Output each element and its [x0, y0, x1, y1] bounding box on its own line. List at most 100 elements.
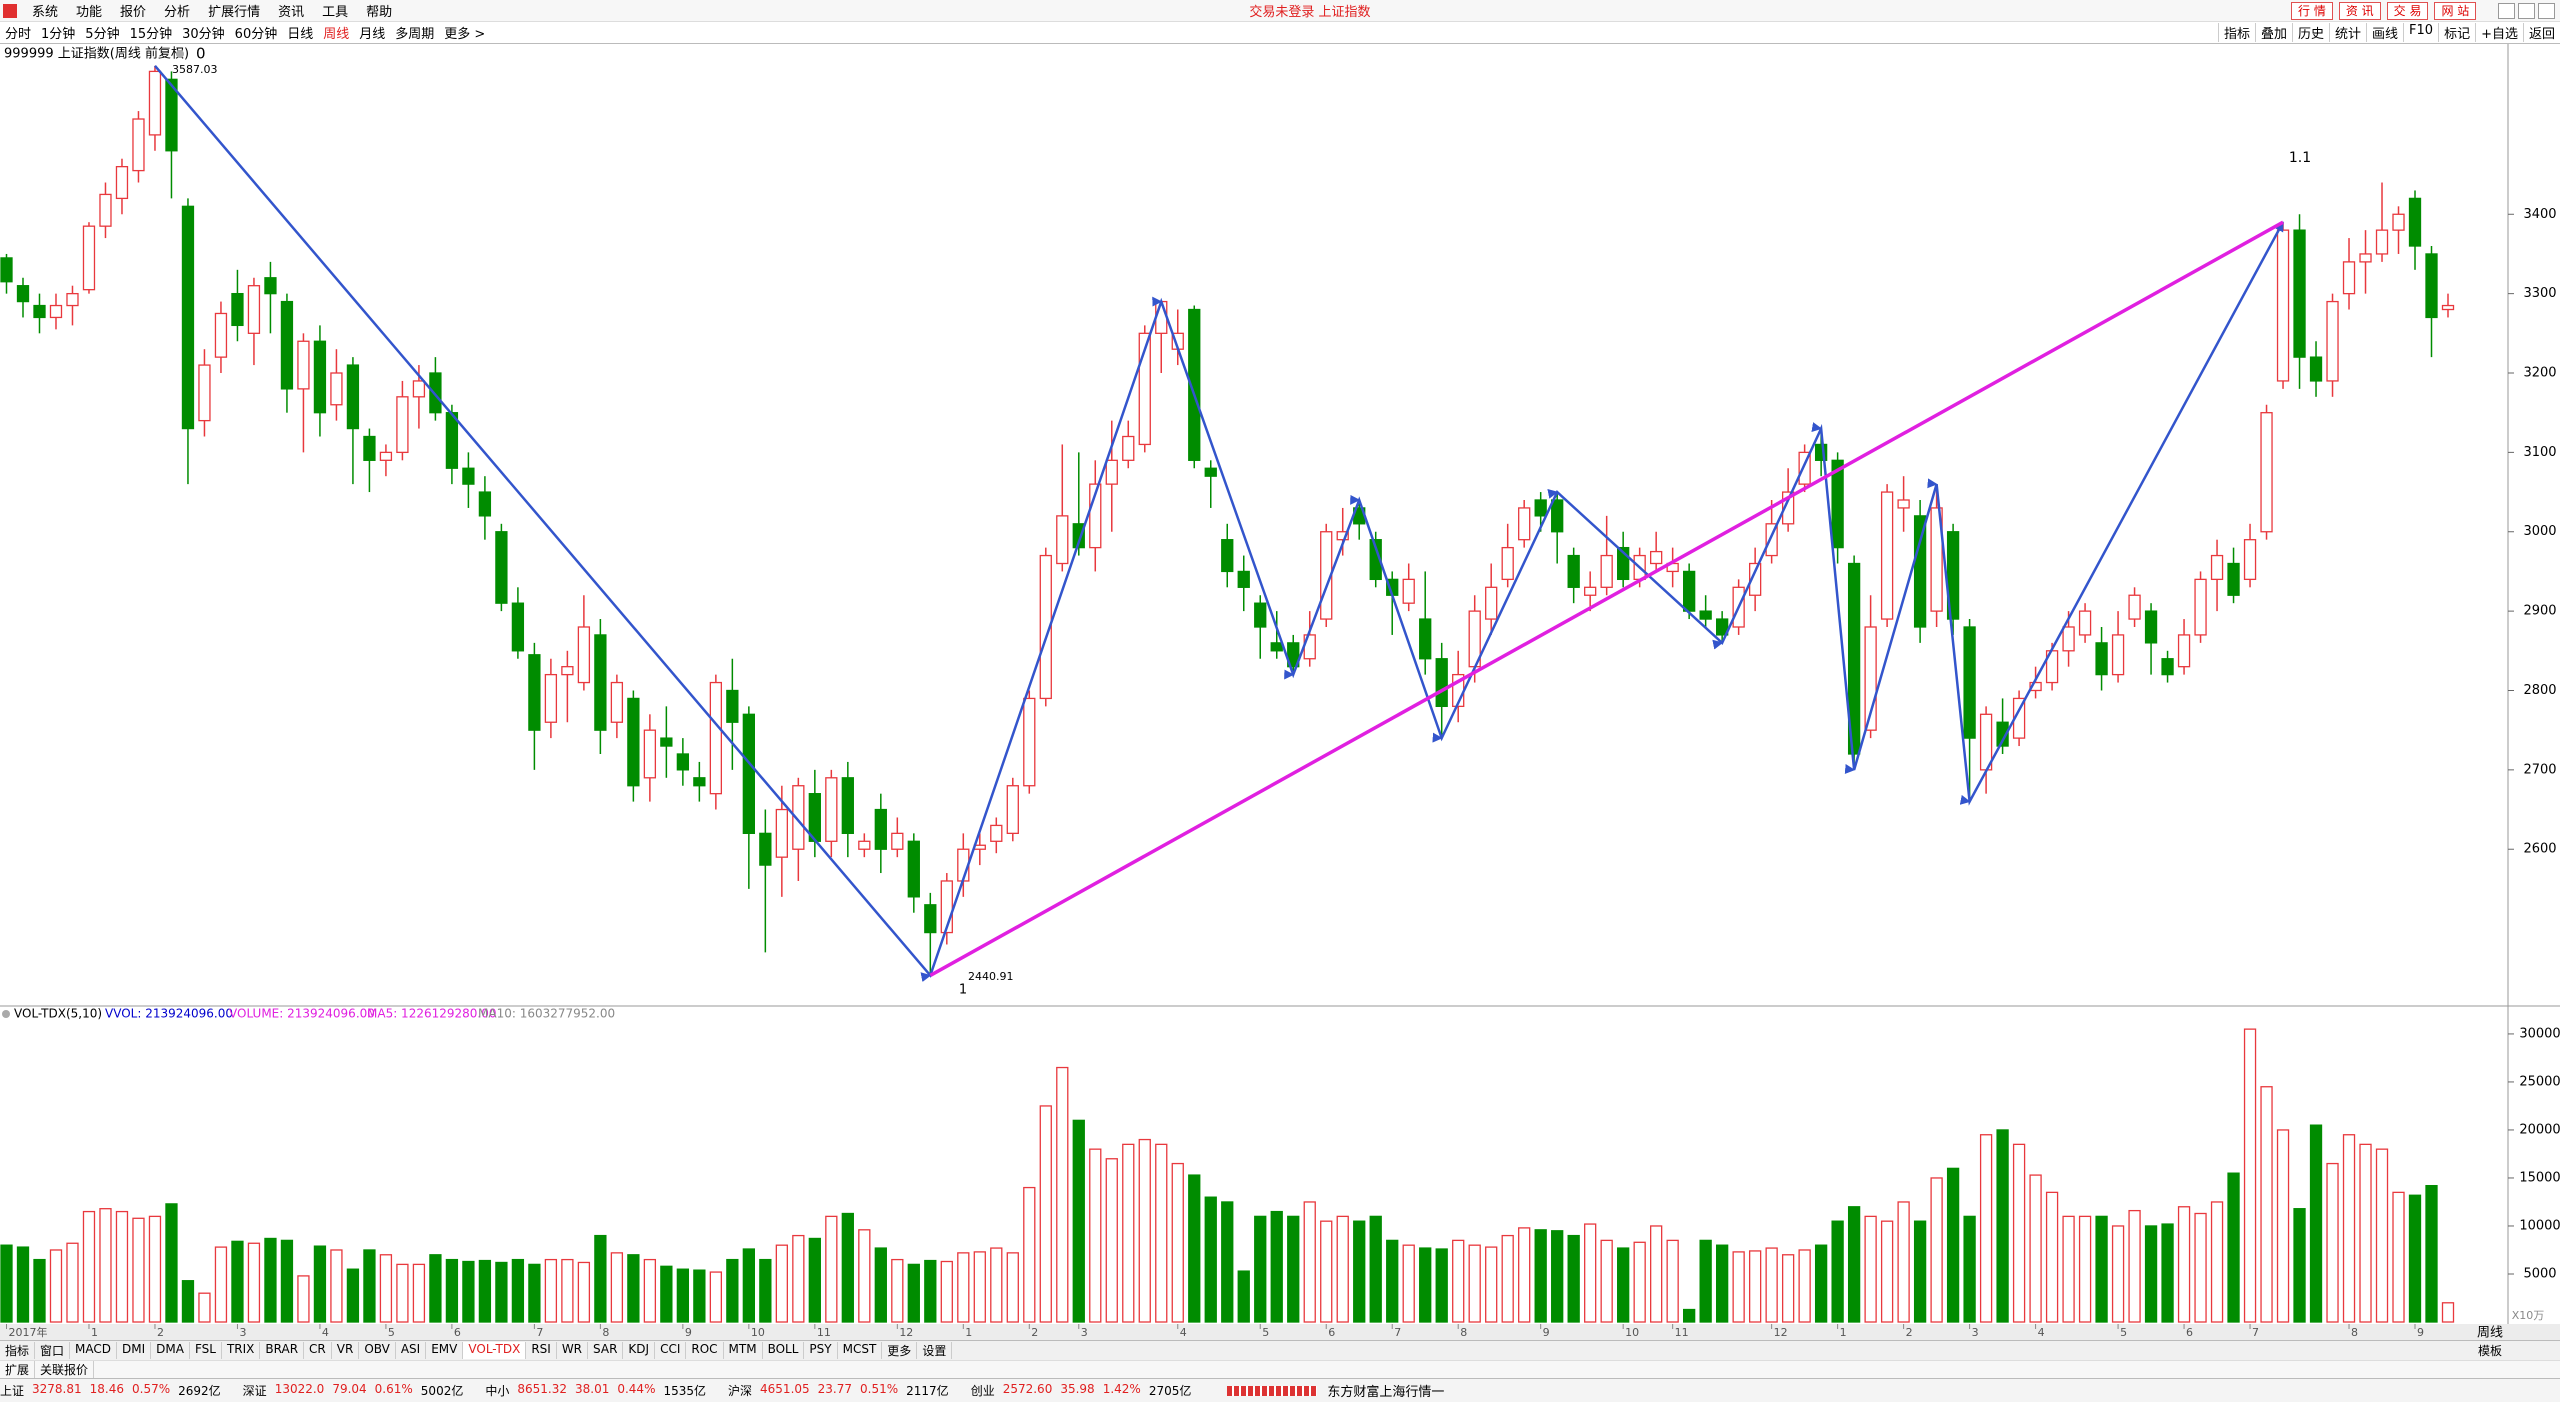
- period-button[interactable]: 5分钟: [85, 27, 120, 42]
- menu-item[interactable]: 分析: [164, 5, 191, 20]
- volume-bar: [49, 1249, 63, 1323]
- toolbar-button[interactable]: 标记: [2438, 23, 2475, 42]
- index-quote[interactable]: 中小 8651.32 38.01 0.44% 1535亿: [485, 1382, 714, 1399]
- period-button[interactable]: 分时: [5, 27, 32, 42]
- y-tick-label: 20000: [2519, 1122, 2560, 1137]
- indicator-tab[interactable]: TRIX: [222, 1342, 261, 1359]
- candle-body: [247, 285, 261, 334]
- indicator-tab[interactable]: MACD: [70, 1342, 118, 1359]
- indicator-tab[interactable]: PSY: [804, 1342, 838, 1359]
- period-button[interactable]: 日线: [287, 27, 314, 42]
- settings-icon[interactable]: [176, 50, 184, 58]
- close-button[interactable]: [2538, 2, 2555, 19]
- menu-item[interactable]: 系统: [32, 5, 59, 20]
- indicator-tab[interactable]: RSI: [526, 1342, 557, 1359]
- toolbar-button[interactable]: 指标: [2217, 23, 2255, 42]
- period-button[interactable]: 月线: [359, 27, 386, 42]
- period-button[interactable]: 60分钟: [234, 27, 278, 42]
- period-button[interactable]: 1分钟: [41, 27, 76, 42]
- volume-bar: [82, 1210, 96, 1323]
- index-quote[interactable]: 沪深 4651.05 23.77 0.51% 2117亿: [728, 1382, 957, 1399]
- toolbar-button[interactable]: 叠加: [2254, 23, 2292, 42]
- volume-bar: [363, 1249, 376, 1323]
- indicator-tab[interactable]: BRAR: [260, 1342, 305, 1359]
- maximize-button[interactable]: [2518, 2, 2535, 19]
- volume-bar: [2144, 1225, 2158, 1323]
- template-button[interactable]: 模板: [2478, 1344, 2503, 1358]
- indicator-tab[interactable]: CR: [304, 1342, 332, 1359]
- indicator-tab[interactable]: MTM: [724, 1342, 763, 1359]
- index-quote[interactable]: 上证 3278.81 18.46 0.57% 2692亿: [0, 1382, 229, 1399]
- indicator-tab[interactable]: MCST: [838, 1342, 883, 1359]
- volume-bar: [2375, 1148, 2389, 1323]
- menu-item[interactable]: 扩展行情: [208, 5, 261, 20]
- toolbar-button[interactable]: F10: [2403, 23, 2438, 42]
- candle-body: [2161, 658, 2174, 676]
- index-quote[interactable]: 创业 2572.60 35.98 1.42% 2705亿: [971, 1382, 1200, 1399]
- top-button[interactable]: 行 情: [2291, 1, 2333, 20]
- volume-bar: [2029, 1174, 2042, 1323]
- indicator-tab[interactable]: FSL: [190, 1342, 222, 1359]
- candle-body: [775, 808, 788, 858]
- volume-bar: [478, 1259, 492, 1323]
- indicator-tab[interactable]: SAR: [588, 1342, 624, 1359]
- extension-tab[interactable]: 关联报价: [35, 1361, 95, 1378]
- indicator-tab[interactable]: DMI: [117, 1342, 152, 1359]
- extension-tab[interactable]: 扩展: [0, 1361, 36, 1378]
- indicator-tab[interactable]: ASI: [396, 1342, 427, 1359]
- menu-item[interactable]: 工具: [322, 5, 349, 20]
- settings-icon[interactable]: [2, 1010, 10, 1018]
- candle-body: [2408, 197, 2422, 247]
- indicator-tab[interactable]: OBV: [359, 1342, 396, 1359]
- menu-item[interactable]: 报价: [120, 5, 147, 20]
- indicator-tab[interactable]: EMV: [426, 1342, 464, 1359]
- volume-bar: [2194, 1212, 2207, 1323]
- period-button[interactable]: 多周期: [395, 27, 435, 42]
- volume-bar: [2309, 1124, 2323, 1323]
- candle-body: [643, 729, 657, 779]
- menu-item[interactable]: 帮助: [366, 5, 393, 20]
- period-button[interactable]: 更多 >: [444, 27, 486, 42]
- indicator-tab[interactable]: 设置: [917, 1342, 953, 1359]
- indicator-tab[interactable]: DMA: [151, 1342, 190, 1359]
- toolbar-button[interactable]: 返回: [2522, 23, 2560, 42]
- indicator-tab[interactable]: BOLL: [763, 1342, 805, 1359]
- toolbar-button[interactable]: 统计: [2329, 23, 2366, 42]
- candle-body: [2095, 642, 2108, 676]
- indicator-tab[interactable]: ROC: [686, 1342, 724, 1359]
- period-button[interactable]: 周线: [323, 27, 350, 42]
- menu-item[interactable]: 功能: [76, 5, 103, 20]
- menu-item[interactable]: 资讯: [278, 5, 305, 20]
- period-button[interactable]: 30分钟: [182, 27, 225, 42]
- indicator-legend: VVOL: 213924096.00: [105, 1007, 233, 1021]
- indicator-tab[interactable]: VOL-TDX: [463, 1342, 527, 1359]
- indicator-tab[interactable]: 窗口: [35, 1342, 71, 1359]
- volume-bar: [1748, 1250, 1762, 1323]
- x-tick-label: 1: [91, 1326, 98, 1339]
- volume-bar: [2342, 1134, 2356, 1323]
- candle-body: [792, 785, 805, 850]
- indicator-tab[interactable]: 更多: [882, 1342, 918, 1359]
- indicator-tab[interactable]: CCI: [655, 1342, 687, 1359]
- period-button[interactable]: 15分钟: [129, 27, 173, 42]
- period-buttons: 分时 1分钟 5分钟 15分钟 30分钟 60分钟 日线 周线 月线 多周期 更多 >: [0, 23, 490, 42]
- toolbar-button[interactable]: +自选: [2475, 23, 2523, 42]
- volume-bar: [1320, 1220, 1333, 1323]
- toolbar-button[interactable]: 画线: [2366, 23, 2403, 42]
- index-name: 创业: [970, 1384, 995, 1398]
- indicator-tab[interactable]: KDJ: [623, 1342, 656, 1359]
- top-button[interactable]: 交 易: [2386, 1, 2429, 20]
- indicator-tab[interactable]: WR: [557, 1342, 589, 1359]
- candle-body: [841, 777, 854, 835]
- volume-bar: [379, 1254, 393, 1323]
- indicator-tab[interactable]: VR: [332, 1342, 360, 1359]
- index-quote[interactable]: 深证 13022.0 79.04 0.61% 5002亿: [243, 1382, 472, 1399]
- candle-body: [2177, 634, 2191, 668]
- indicator-tab[interactable]: 指标: [0, 1342, 36, 1359]
- minimize-button[interactable]: [2498, 2, 2515, 19]
- toolbar-button[interactable]: 历史: [2291, 23, 2329, 42]
- volume-bar: [825, 1215, 838, 1323]
- top-button[interactable]: 资 讯: [2338, 1, 2381, 20]
- candle-body: [627, 697, 640, 787]
- top-button[interactable]: 网 站: [2434, 1, 2477, 20]
